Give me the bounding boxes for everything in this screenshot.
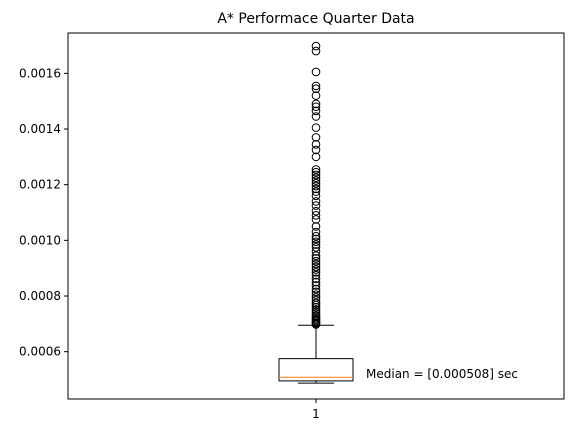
y-tick-label: 0.0008 [19, 289, 61, 303]
outlier-point [311, 173, 321, 183]
outlier-point [311, 287, 321, 297]
outlier-point [311, 140, 321, 149]
outlier-point [311, 247, 321, 256]
x-axis: 1 [312, 399, 320, 421]
outlier-point [311, 206, 321, 216]
median-annotation: Median = [0.000508] sec [366, 367, 518, 381]
outlier-point [311, 240, 321, 249]
plot-area [278, 41, 354, 384]
outlier-point [311, 181, 321, 191]
outlier-point [311, 145, 321, 155]
outlier-point [311, 284, 321, 294]
outlier-point [311, 211, 321, 220]
outlier-point [311, 305, 321, 314]
outlier-point [311, 201, 321, 210]
outlier-point [311, 259, 321, 269]
outlier-point [311, 243, 321, 252]
outlier-point [311, 254, 321, 263]
outlier-point [311, 290, 321, 299]
outlier-point [311, 84, 321, 93]
outlier-point [311, 281, 321, 290]
y-tick-label: 0.0016 [19, 66, 61, 80]
outlier-point [311, 215, 321, 224]
outlier-point [311, 256, 321, 266]
iqr-box [278, 358, 354, 382]
outlier-point [311, 106, 321, 116]
outlier-point [311, 99, 321, 109]
y-axis: 0.0006 0.0008 0.0010 0.0012 0.0014 0.0016 [19, 66, 68, 359]
outlier-point [311, 302, 321, 312]
outlier-point [311, 231, 321, 241]
outlier-point [311, 270, 321, 280]
outlier-point [311, 178, 321, 188]
outlier-point [311, 191, 321, 201]
y-tick-label: 0.0006 [19, 345, 61, 359]
outlier-point [311, 176, 321, 185]
outlier-point [311, 91, 321, 100]
outlier-point [311, 41, 321, 51]
outlier-point [311, 165, 321, 174]
outlier-point [311, 102, 321, 112]
outlier-point [311, 277, 321, 287]
outlier-point [311, 298, 321, 308]
outlier-point [311, 265, 321, 274]
outlier-point [311, 222, 321, 231]
outlier-point [311, 184, 321, 194]
outlier-point [311, 170, 321, 180]
outlier-point [311, 197, 321, 206]
y-tick-label: 0.0012 [19, 178, 61, 192]
chart-title: A* Performace Quarter Data [217, 11, 414, 27]
y-tick-label: 0.0010 [19, 233, 61, 247]
outlier-point [311, 293, 321, 302]
outlier-point [311, 295, 321, 305]
outlier-point [311, 133, 321, 142]
outlier-point [311, 81, 321, 91]
outlier-point [311, 234, 321, 244]
outlier-point [311, 167, 321, 177]
outlier-point [311, 274, 321, 284]
outlier-point [311, 152, 321, 162]
outlier-point [311, 251, 321, 260]
y-tick-label: 0.0014 [19, 122, 61, 136]
outlier-point [311, 262, 321, 272]
outlier-point [311, 112, 321, 121]
outlier-point [311, 227, 321, 237]
outlier-point [311, 46, 321, 56]
x-tick-label: 1 [312, 407, 320, 421]
outlier-point [311, 311, 321, 320]
outlier-point [311, 268, 321, 277]
outlier-point [311, 123, 321, 132]
outlier-point [311, 237, 321, 247]
outlier-point [311, 187, 321, 196]
outlier-point [311, 67, 321, 77]
